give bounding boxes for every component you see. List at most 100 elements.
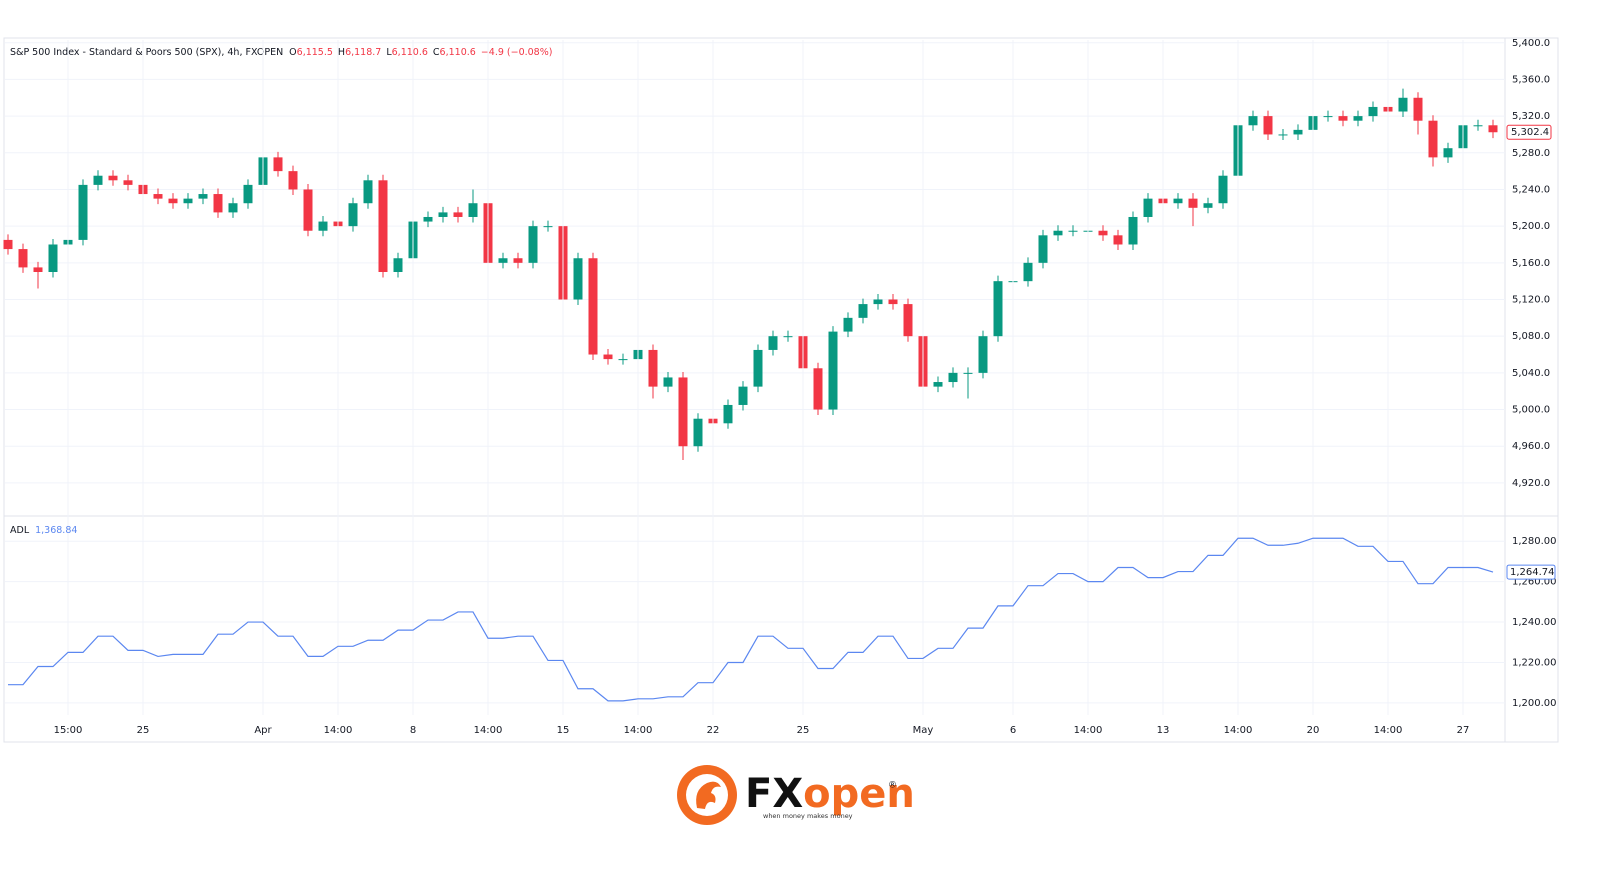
candle-body [1098,230,1108,236]
x-tick-label: 14:00 [1224,725,1253,736]
candle-body [723,404,733,424]
candle-body [228,203,238,213]
legend-key: H [338,47,345,58]
x-tick-label: 14:00 [1074,725,1103,736]
x-tick-label: 22 [707,725,720,736]
candle-body [813,368,823,410]
candle-body [993,281,1003,337]
legend-key: L [386,47,392,58]
candle-body [768,336,778,350]
candle-body [648,349,658,387]
last-price-label: 5,302.4 [1511,127,1549,138]
chart-title: S&P 500 Index - Standard & Poors 500 (SP… [10,47,283,58]
candle-body [93,175,103,185]
candle-body [1128,216,1138,245]
candle-body [18,249,28,268]
y-tick-label: 5,040.0 [1512,368,1550,379]
candle-body [303,189,313,231]
logo-tagline: when money makes money [763,812,853,820]
candle-body [963,372,973,374]
candle-body [573,258,583,300]
x-tick-label: 14:00 [624,725,653,736]
logo-suffix: open [803,771,915,817]
candle-body [858,304,868,318]
candle-body [1473,125,1483,127]
candle-body [753,349,763,387]
candle-body [348,203,358,227]
candle-body [438,212,448,217]
y-tick-label: 5,360.0 [1512,74,1550,85]
indicator-value: 1,368.84 [35,525,77,536]
candle-body [1113,235,1123,245]
candle-body [978,336,988,373]
candle-body [1368,106,1378,117]
legend-value: 6,118.7 [345,47,381,58]
logo: FXopen ® when money makes money [677,765,915,825]
candle-body [153,194,163,199]
candle-body [423,216,433,222]
candle-body [1218,175,1228,204]
candle-body [948,372,958,383]
legend-change: −4.9 (−0.08%) [481,47,553,58]
candle-body [1353,116,1363,121]
candle-body [243,184,253,204]
candle-body [1248,116,1258,126]
y-tick-label: 5,200.0 [1512,221,1550,232]
candle-body [453,212,463,217]
legend-value: 6,110.6 [440,47,476,58]
candle-body [1488,125,1498,133]
y-tick-label: 5,240.0 [1512,184,1550,195]
x-tick-label: 13 [1157,725,1170,736]
candle-body [198,194,208,199]
last-price-marker [1506,124,1552,140]
candle-body [273,157,283,172]
x-tick-label: 14:00 [1374,725,1403,736]
candle-body [168,198,178,204]
y-tick-label: 4,920.0 [1512,478,1550,489]
candle-body [1263,116,1273,135]
legend-key: O [289,47,296,58]
candle-body [738,386,748,405]
candle-body [393,258,403,272]
x-tick-label: 14:00 [324,725,353,736]
last-value-label: 1,264.74 [1510,567,1555,578]
candle-body [78,184,88,240]
candle-body [663,377,673,387]
candle-body [1338,116,1348,121]
candle-body [543,226,553,228]
y-tick-label: 5,400.0 [1512,38,1550,49]
candle-body [588,258,598,355]
legend-value: 6,110.6 [392,47,428,58]
y-tick-label: 1,280.00 [1512,536,1557,547]
legend-value: 6,115.5 [297,47,333,58]
adl-line [8,537,1494,702]
logo-mark [696,781,721,809]
y-tick-label: 1,260.00 [1512,577,1557,588]
x-tick-label: 25 [137,725,150,736]
y-tick-label: 1,240.00 [1512,617,1557,628]
logo-registered: ® [888,781,897,791]
y-tick-label: 5,120.0 [1512,295,1550,306]
candle-body [498,258,508,263]
candle-body [1143,198,1153,217]
y-tick-label: 4,960.0 [1512,441,1550,452]
logo-prefix: FXopen [745,771,915,817]
candle-body [888,299,898,305]
candle-body [1203,203,1213,208]
candle-body [783,336,793,338]
logo-prefix-text: FX [745,771,803,817]
candle-body [1188,198,1198,208]
candle-body [3,239,13,250]
candle-body [1038,235,1048,263]
y-tick-label: 1,200.00 [1512,698,1557,709]
y-tick-label: 5,320.0 [1512,111,1550,122]
candle-body [1428,120,1438,158]
candle-body [48,244,58,272]
candle-body [873,299,883,305]
candle-body [1053,230,1063,236]
candle-body [1443,148,1453,158]
x-tick-label: 14:00 [474,725,503,736]
candle-body [318,221,328,231]
candle-body [1293,129,1303,135]
x-tick-label: 27 [1457,725,1470,736]
